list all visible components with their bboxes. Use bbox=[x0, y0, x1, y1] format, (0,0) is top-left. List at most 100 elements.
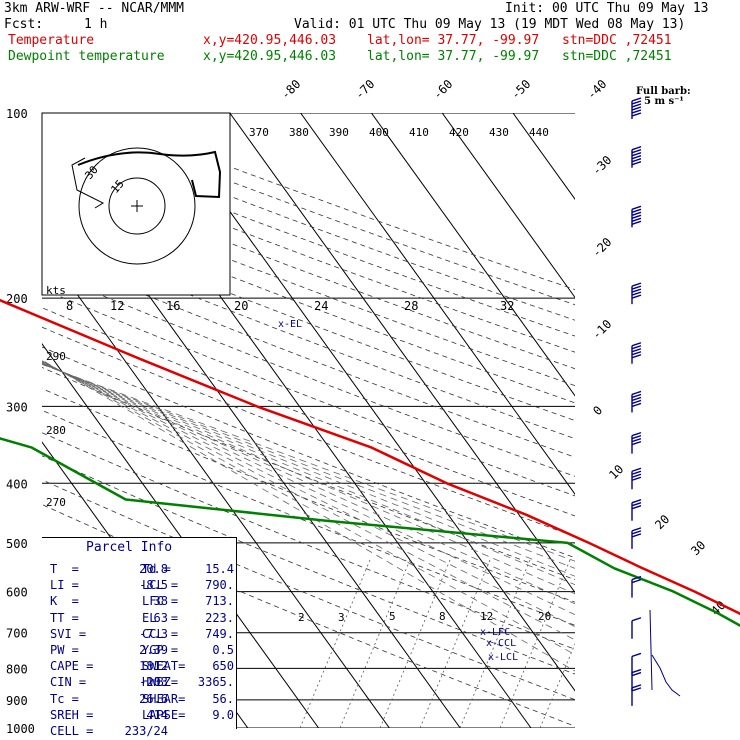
parcel-row: Tc = 26.6 SHEAR= 56. bbox=[50, 692, 236, 708]
level-mark-lfc: x-LFC bbox=[480, 627, 510, 638]
isotherm-label--20: -20 bbox=[589, 235, 614, 260]
mixing-label-16: 16 bbox=[166, 299, 180, 313]
pressure-label-500: 500 bbox=[6, 537, 28, 551]
moist-adiabat bbox=[42, 360, 575, 641]
series-dewpoint bbox=[0, 437, 740, 628]
hodograph-arc bbox=[71, 157, 105, 209]
dry-adiabat bbox=[42, 455, 575, 675]
parcel-info-title: Parcel Info bbox=[86, 540, 173, 555]
sounding-series bbox=[0, 298, 740, 628]
height-label-270: 270 bbox=[46, 496, 66, 509]
parcel-cell: LAPSE= bbox=[142, 707, 186, 722]
parcel-cell: Td = bbox=[142, 562, 171, 576]
parcel-row: CIN = -203 HWBZ= 3365. bbox=[50, 675, 236, 691]
theta-label-380: 380 bbox=[289, 126, 309, 139]
mixing-label-lower-2: 2 bbox=[298, 611, 305, 624]
mixing-ratio-line bbox=[419, 559, 491, 728]
mixing-label-20: 20 bbox=[234, 299, 248, 313]
height-label-290: 290 bbox=[46, 350, 66, 363]
wind-barb-400 bbox=[631, 467, 642, 490]
parcel-cell: 20.8 bbox=[139, 562, 168, 576]
pressure-label-900: 900 bbox=[6, 694, 28, 708]
isotherm-label--60: -60 bbox=[430, 77, 455, 102]
parcel-cell: -8.5 bbox=[139, 578, 168, 593]
pressure-label-300: 300 bbox=[6, 400, 28, 414]
dry-adiabat bbox=[42, 367, 575, 581]
mixing-ratio-line bbox=[379, 559, 451, 728]
parcel-cell: PW = bbox=[50, 643, 79, 657]
valid-time: Valid: 01 UTC Thu 09 May 13 (19 MDT Wed … bbox=[294, 17, 686, 32]
parcel-cell: CIN = bbox=[50, 675, 87, 690]
parcel-cell: 56. bbox=[212, 691, 234, 706]
parcel-row: SREH = 414 LAPSE= 9.0 bbox=[50, 708, 236, 724]
parcel-cell: SWEAT= bbox=[142, 659, 186, 674]
height-label-280: 280 bbox=[46, 424, 66, 437]
isotherm bbox=[370, 113, 575, 397]
isotherm bbox=[441, 113, 575, 299]
parcel-row: CELL = 233/24 bbox=[50, 724, 236, 740]
parcel-cell: 223. bbox=[205, 610, 234, 625]
moist-adiabat bbox=[42, 359, 575, 672]
isotherm-label--70: -70 bbox=[352, 77, 377, 102]
dry-adiabat bbox=[42, 479, 575, 701]
dewpoint-xy: x,y=420.95,446.03 bbox=[203, 49, 337, 64]
hodograph-ring-inner bbox=[108, 177, 166, 235]
isotherm-label--10: -10 bbox=[589, 317, 614, 342]
isotherm bbox=[229, 113, 575, 594]
parcel-row: T = 20.8 Td = 15.4 bbox=[50, 562, 236, 578]
moist-adiabat bbox=[42, 360, 575, 656]
level-mark-lcl: x-LCL bbox=[488, 652, 518, 663]
wind-barb-200 bbox=[631, 282, 642, 305]
theta-label-440: 440 bbox=[529, 126, 549, 139]
temperature-legend: Temperature bbox=[8, 33, 95, 48]
isotherm bbox=[584, 113, 740, 728]
isotherm-label--30: -30 bbox=[589, 153, 614, 178]
wind-barb-300 bbox=[631, 390, 642, 413]
pressure-label-100: 100 bbox=[6, 107, 28, 121]
temperature-latlon: lat,lon= 37.77, -99.97 bbox=[367, 33, 540, 48]
parcel-cell: -7.3 bbox=[139, 626, 168, 641]
theta-label-410: 410 bbox=[409, 126, 429, 139]
parcel-row: K = 38 LFC = 713. bbox=[50, 594, 236, 610]
parcel-cell: 15.4 bbox=[205, 562, 234, 576]
mixing-ratio-line bbox=[339, 559, 411, 728]
parcel-cell: 38 bbox=[153, 594, 168, 609]
parcel-cell: 790. bbox=[205, 578, 234, 593]
theta-label-390: 390 bbox=[329, 126, 349, 139]
mixing-label-28: 28 bbox=[404, 299, 418, 313]
model-title: 3km ARW-WRF -- NCAR/MMM bbox=[4, 1, 185, 16]
mixing-label-lower-12: 12 bbox=[480, 610, 493, 623]
barb-legend-value: 5 m s⁻¹ bbox=[644, 96, 684, 107]
theta-label-370: 370 bbox=[249, 126, 269, 139]
hodograph-ring-outer bbox=[78, 147, 196, 265]
parcel-cell: 9.0 bbox=[212, 707, 234, 722]
isotherm-label-10: 10 bbox=[606, 462, 626, 482]
temperature-station: stn=DDC ,72451 bbox=[562, 33, 672, 48]
parcel-cell: HWBZ= bbox=[142, 675, 179, 690]
lower-hodograph bbox=[649, 609, 681, 697]
wind-barb-250 bbox=[631, 342, 642, 364]
parcel-cell: YGP = bbox=[142, 643, 179, 657]
dewpoint-legend: Dewpoint temperature bbox=[8, 49, 165, 64]
pressure-label-600: 600 bbox=[6, 586, 28, 600]
mixing-label-32: 32 bbox=[500, 299, 514, 313]
parcel-cell: LI = bbox=[50, 578, 79, 593]
level-mark-ccl: x-CCL bbox=[486, 638, 516, 649]
dry-adiabat bbox=[42, 346, 575, 559]
hodograph-units: kts bbox=[46, 284, 66, 297]
dry-adiabat bbox=[42, 217, 575, 421]
parcel-cell: SREH = bbox=[50, 707, 94, 722]
parcel-cell: -203 bbox=[139, 675, 168, 690]
isotherm bbox=[655, 113, 740, 728]
barb-legend-title: Full barb: bbox=[636, 86, 691, 97]
mixing-label-lower-3: 3 bbox=[338, 611, 345, 624]
pressure-label-1000: 1000 bbox=[6, 722, 35, 736]
series-temperature bbox=[0, 298, 740, 616]
parcel-cell: 650 bbox=[212, 659, 234, 674]
parcel-cell: SVI = bbox=[50, 626, 87, 641]
wind-barb-800 bbox=[631, 652, 642, 675]
wind-barbs bbox=[631, 97, 642, 706]
parcel-row: LI = -8.5 LCL = 790. bbox=[50, 578, 236, 594]
temperature-xy: x,y=420.95,446.03 bbox=[203, 33, 337, 48]
wind-barb-600 bbox=[631, 575, 642, 598]
